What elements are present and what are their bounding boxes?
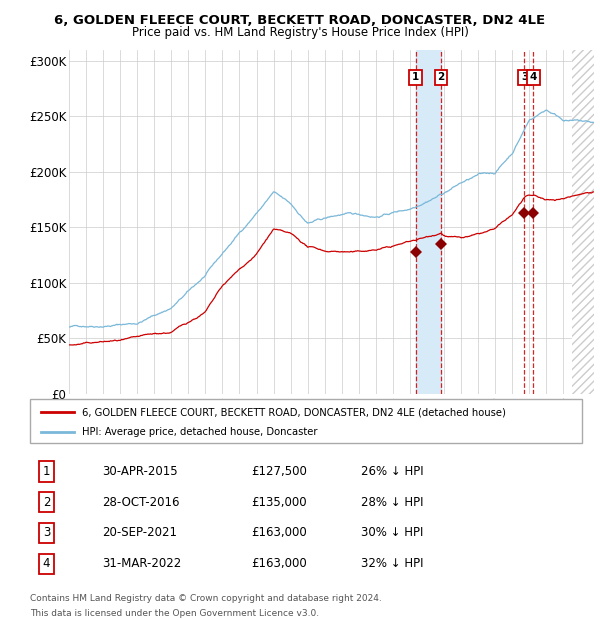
Text: 3: 3 bbox=[521, 73, 528, 82]
Text: 2: 2 bbox=[43, 496, 50, 508]
Text: £135,000: £135,000 bbox=[251, 496, 307, 508]
Text: £163,000: £163,000 bbox=[251, 526, 307, 539]
Text: 30-APR-2015: 30-APR-2015 bbox=[102, 465, 178, 478]
Text: 6, GOLDEN FLEECE COURT, BECKETT ROAD, DONCASTER, DN2 4LE: 6, GOLDEN FLEECE COURT, BECKETT ROAD, DO… bbox=[55, 14, 545, 27]
Text: 20-SEP-2021: 20-SEP-2021 bbox=[102, 526, 177, 539]
Text: £163,000: £163,000 bbox=[251, 557, 307, 570]
Text: 28-OCT-2016: 28-OCT-2016 bbox=[102, 496, 179, 508]
Text: 30% ↓ HPI: 30% ↓ HPI bbox=[361, 526, 424, 539]
Bar bbox=[572, 50, 594, 394]
Text: 31-MAR-2022: 31-MAR-2022 bbox=[102, 557, 181, 570]
Text: 4: 4 bbox=[43, 557, 50, 570]
Text: 3: 3 bbox=[43, 526, 50, 539]
Text: Price paid vs. HM Land Registry's House Price Index (HPI): Price paid vs. HM Land Registry's House … bbox=[131, 26, 469, 39]
Text: 28% ↓ HPI: 28% ↓ HPI bbox=[361, 496, 424, 508]
Text: HPI: Average price, detached house, Doncaster: HPI: Average price, detached house, Donc… bbox=[82, 427, 318, 437]
Text: 4: 4 bbox=[530, 73, 537, 82]
Bar bbox=[572, 50, 594, 394]
Text: 2: 2 bbox=[437, 73, 445, 82]
Text: Contains HM Land Registry data © Crown copyright and database right 2024.: Contains HM Land Registry data © Crown c… bbox=[30, 594, 382, 603]
Text: 32% ↓ HPI: 32% ↓ HPI bbox=[361, 557, 424, 570]
Text: 26% ↓ HPI: 26% ↓ HPI bbox=[361, 465, 424, 478]
Text: 1: 1 bbox=[43, 465, 50, 478]
FancyBboxPatch shape bbox=[30, 399, 582, 443]
Bar bbox=[416, 50, 441, 394]
Text: £127,500: £127,500 bbox=[251, 465, 307, 478]
Text: 1: 1 bbox=[412, 73, 419, 82]
Text: 6, GOLDEN FLEECE COURT, BECKETT ROAD, DONCASTER, DN2 4LE (detached house): 6, GOLDEN FLEECE COURT, BECKETT ROAD, DO… bbox=[82, 407, 506, 417]
Text: This data is licensed under the Open Government Licence v3.0.: This data is licensed under the Open Gov… bbox=[30, 609, 319, 618]
